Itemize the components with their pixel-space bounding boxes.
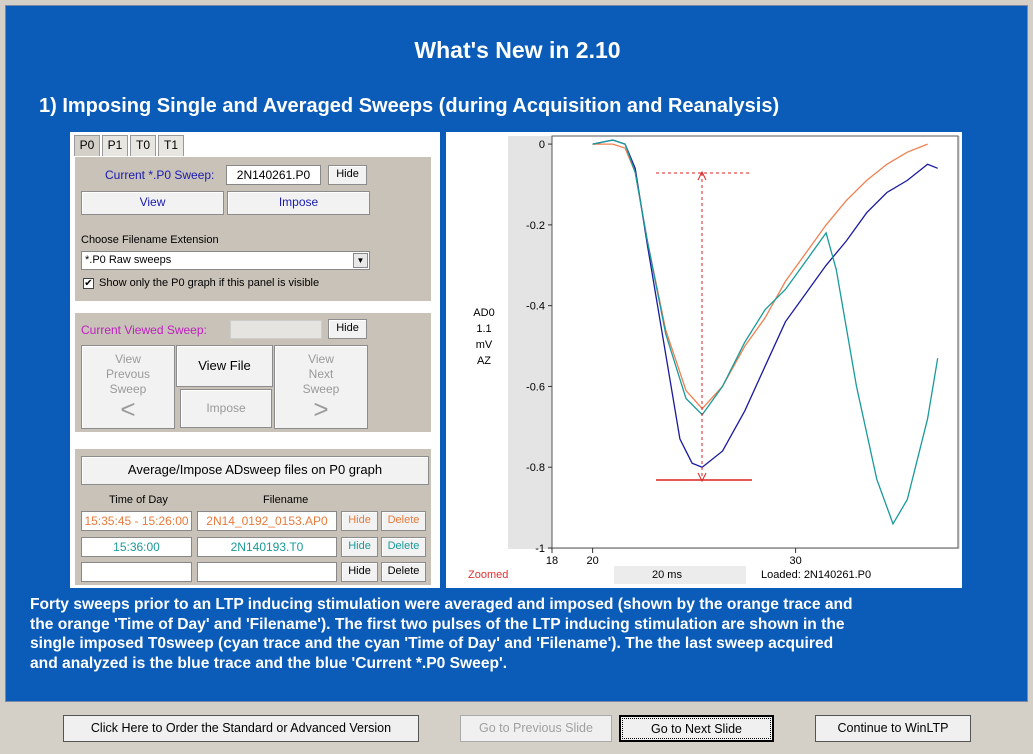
description-line-4: and analyzed is the blue trace and the b… <box>30 654 508 672</box>
tab-t1[interactable]: T1 <box>158 135 184 156</box>
view-next-line-1: View <box>308 352 334 366</box>
continue-button[interactable]: Continue to WinLTP <box>815 715 971 742</box>
hide-button[interactable]: Hide <box>328 165 367 185</box>
chart-svg: AD0 1.1 mV AZ 0 -0.2 -0.4 -0.6 -0.8 -1 18 20 30 Zo… <box>446 132 962 588</box>
chevron-right-icon: > <box>313 394 329 424</box>
slide-subtitle: 1) Imposing Single and Averaged Sweeps (… <box>39 95 780 117</box>
y-tick-label: -0.2 <box>526 220 545 232</box>
y-tick-label: -0.6 <box>526 381 545 393</box>
view-button[interactable]: View <box>81 191 224 215</box>
show-only-label: Show only the P0 graph if this panel is … <box>99 277 320 289</box>
plot-area <box>551 135 959 549</box>
row-3-file <box>197 562 337 582</box>
average-impose-button[interactable]: Average/Impose ADsweep files on P0 graph <box>81 456 429 485</box>
row-2-time: 15:36:00 <box>81 537 192 557</box>
y-tick-label: -0.8 <box>526 462 545 474</box>
description-line-1: Forty sweeps prior to an LTP inducing st… <box>30 596 853 613</box>
tab-p0[interactable]: P0 <box>74 135 100 156</box>
row-3-time <box>81 562 192 582</box>
y-tick-label: -1 <box>535 543 545 555</box>
view-next-sweep-button[interactable]: View Next Sweep > <box>274 345 368 429</box>
sweep-chart: AD0 1.1 mV AZ 0 -0.2 -0.4 -0.6 -0.8 -1 18 20 30 Zo… <box>446 132 962 588</box>
col-file-header: Filename <box>263 494 309 506</box>
choose-ext-label: Choose Filename Extension <box>81 234 219 246</box>
next-slide-button[interactable]: Go to Next Slide <box>619 715 774 742</box>
view-prev-line-3: Sweep <box>109 382 147 396</box>
average-group: Average/Impose ADsweep files on P0 graph… <box>75 449 431 585</box>
extension-select[interactable]: *.P0 Raw sweeps ▼ <box>81 251 370 270</box>
y-tick-label: -0.4 <box>526 301 545 313</box>
previous-slide-button[interactable]: Go to Previous Slide <box>460 715 612 742</box>
row-1-delete-button[interactable]: Delete <box>381 511 426 531</box>
status-mid-box <box>614 566 746 584</box>
chevron-left-icon: < <box>120 394 136 424</box>
x-tick-label: 20 <box>586 555 598 567</box>
description-line-3: single imposed T0sweep (cyan trace and t… <box>30 635 834 652</box>
traces <box>592 139 939 526</box>
slide-title: What's New in 2.10 <box>414 37 621 63</box>
extension-select-value: *.P0 Raw sweeps <box>85 254 172 266</box>
row-2-hide-button[interactable]: Hide <box>341 537 378 557</box>
row-3-hide-button[interactable]: Hide <box>341 562 378 582</box>
row-2-file: 2N140193.T0 <box>197 537 337 557</box>
tab-p1[interactable]: P1 <box>102 135 128 156</box>
current-viewed-field <box>230 320 322 339</box>
impose-button[interactable]: Impose <box>227 191 370 215</box>
y-axis-label: AD0 1.1 mV AZ <box>473 307 494 367</box>
status-loaded: Loaded: 2N140261.P0 <box>761 569 871 581</box>
order-button[interactable]: Click Here to Order the Standard or Adva… <box>63 715 419 742</box>
y-ticks: 0 -0.2 -0.4 -0.6 -0.8 -1 <box>526 139 552 555</box>
x-ticks: 18 20 30 <box>546 548 802 567</box>
sweep-group: Current *.P0 Sweep: 2N140261.P0 Hide Vie… <box>75 157 431 301</box>
control-panel: P0 P1 T0 T1 Current *.P0 Sweep: 2N140261… <box>70 132 440 588</box>
current-sweep-field: 2N140261.P0 <box>226 165 321 185</box>
view-prev-line-1: View <box>115 352 141 366</box>
hide-viewed-button[interactable]: Hide <box>328 319 367 339</box>
description-line-2: the orange 'Time of Day' and 'Filename')… <box>30 615 845 633</box>
y-axis-label-line: mV <box>476 339 493 351</box>
current-viewed-label: Current Viewed Sweep: <box>81 323 207 337</box>
view-next-line-3: Sweep <box>302 382 340 396</box>
chevron-down-icon[interactable]: ▼ <box>353 253 368 268</box>
row-1-time: 15:35:45 - 15:26:00 <box>81 511 192 531</box>
row-1-hide-button[interactable]: Hide <box>341 511 378 531</box>
view-group: Current Viewed Sweep: Hide View Prevous … <box>75 313 431 432</box>
x-tick-label: 30 <box>789 555 801 567</box>
current-sweep-label: Current *.P0 Sweep: <box>105 168 215 182</box>
view-previous-sweep-button[interactable]: View Prevous Sweep < <box>81 345 175 429</box>
slide-description: Forty sweeps prior to an LTP inducing st… <box>30 595 1005 673</box>
status-scale: 20 ms <box>652 569 682 581</box>
status-zoomed: Zoomed <box>468 569 508 581</box>
view-file-button[interactable]: View File <box>176 345 273 387</box>
y-tick-label: 0 <box>539 139 545 151</box>
tab-t0[interactable]: T0 <box>130 135 156 156</box>
y-axis-label-line: 1.1 <box>476 323 491 335</box>
x-tick-label: 18 <box>546 555 558 567</box>
impose-viewed-button[interactable]: Impose <box>180 389 272 428</box>
y-axis-label-line: AD0 <box>473 307 494 319</box>
y-axis-label-line: AZ <box>477 355 491 367</box>
amplitude-marker <box>656 170 752 483</box>
view-next-line-2: Next <box>308 367 334 381</box>
row-3-delete-button[interactable]: Delete <box>381 562 426 582</box>
row-1-file: 2N14_0192_0153.AP0 <box>197 511 337 531</box>
col-time-header: Time of Day <box>109 494 168 506</box>
trace-2 <box>592 139 939 526</box>
view-prev-line-2: Prevous <box>105 367 151 381</box>
show-only-checkbox[interactable]: ✔ <box>83 278 94 289</box>
row-2-delete-button[interactable]: Delete <box>381 537 426 557</box>
